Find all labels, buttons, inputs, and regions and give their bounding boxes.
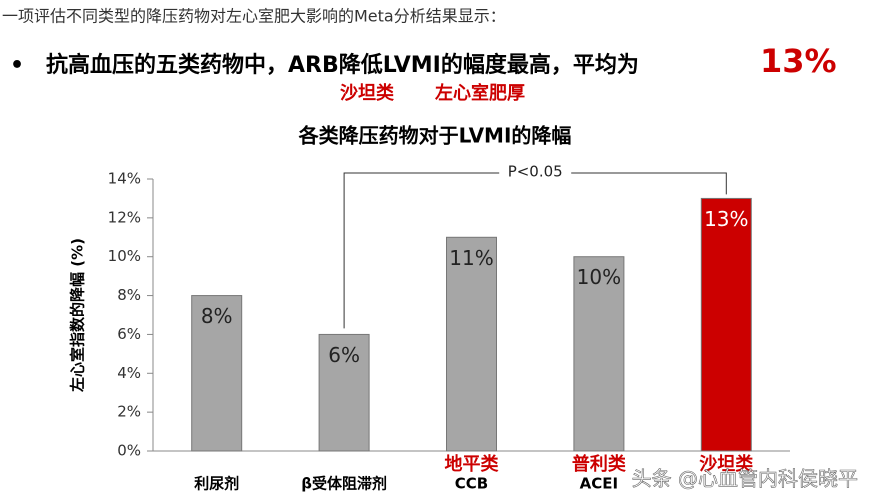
y-tick-label: 0% — [117, 442, 141, 460]
y-tick-label: 14% — [108, 170, 141, 188]
chart-title: 各类降压药物对于LVMI的降幅 — [298, 124, 572, 148]
value-label: 6% — [328, 343, 360, 367]
highlight: 13% — [760, 42, 837, 80]
x-tick-label: 利尿剂 — [194, 475, 239, 493]
class-label: 沙坦类 — [699, 453, 754, 475]
bar — [573, 256, 625, 452]
class-label: 地平类 — [445, 453, 500, 475]
tag: 沙坦类 — [340, 82, 395, 104]
x-tick-label: β受体阻滞剂 — [301, 475, 387, 493]
x-tick-label: CCB — [455, 475, 488, 493]
significance-bracket — [343, 172, 727, 329]
y-tick-label: 8% — [117, 286, 141, 304]
y-tick-label: 10% — [108, 247, 141, 265]
bullet-dot: • — [10, 53, 24, 78]
annotation: P<0.05 — [508, 163, 563, 181]
value-label: 10% — [577, 265, 621, 289]
y-tick-label: 4% — [117, 364, 141, 382]
bar — [446, 236, 497, 452]
class-label: 普利类 — [572, 453, 627, 475]
intro: 一项评估不同类型的降压药物对左心室肥大影响的Meta分析结果显示： — [2, 7, 506, 26]
annotation-bg — [499, 163, 572, 183]
bar — [318, 333, 370, 452]
watermark: 头条 @心血管内科侯晓平 — [632, 467, 858, 491]
y-tick-label: 6% — [117, 325, 141, 343]
x-tick-label: ACEI — [580, 475, 618, 493]
bar — [191, 295, 243, 452]
value-label: 13% — [704, 207, 748, 231]
value-label: 8% — [201, 304, 233, 328]
value-label: 11% — [449, 246, 493, 270]
y-tick-label: 2% — [117, 403, 141, 421]
bar — [700, 197, 752, 452]
y-axis-label: 左心室指数的降幅 (%) — [69, 238, 87, 393]
tag: 左心室肥厚 — [435, 82, 525, 104]
bullet: 抗高血压的五类药物中，ARB降低LVMI的幅度最高，平均为 — [46, 52, 639, 78]
y-tick-label: 12% — [108, 208, 141, 226]
